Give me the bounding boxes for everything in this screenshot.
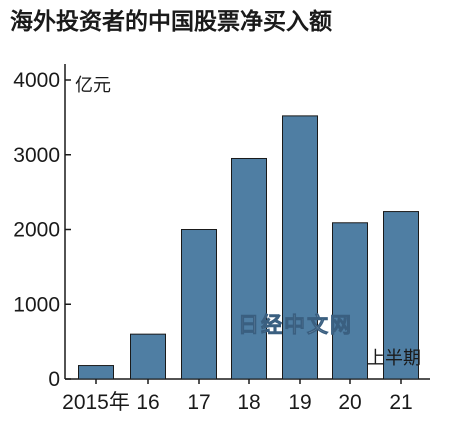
chart-title: 海外投资者的中国股票净买入额 [10,9,332,35]
y-tick-label: 1000 [13,293,60,316]
x-tick-label: 2015年 [62,391,130,414]
y-tick-label: 0 [48,368,60,391]
bars-group [78,115,419,380]
y-tick-label: 3000 [13,144,60,167]
x-tick-label: 16 [136,391,159,414]
bar-4 [282,115,318,380]
bar-3 [231,157,267,380]
bar-1 [130,333,166,380]
unit-label: 亿元 [75,75,111,96]
y-tick-label: 2000 [13,219,60,242]
bar-0 [78,365,114,380]
bar-6 [383,211,419,380]
y-tick-label: 4000 [13,69,60,92]
bar-2 [181,229,217,380]
x-tick-label: 20 [338,391,361,414]
y-axis: 0 1000 2000 3000 4000 [13,64,71,391]
bar-5 [332,222,368,380]
last-category-note: 上半期 [367,348,421,369]
x-axis: 2015年 16 17 18 19 20 21 [62,378,430,414]
x-tick-label: 19 [288,391,311,414]
x-tick-label: 21 [389,391,412,414]
x-tick-label: 17 [187,391,210,414]
x-tick-label: 18 [237,391,260,414]
watermark-text: 日经中文网 [238,313,353,337]
